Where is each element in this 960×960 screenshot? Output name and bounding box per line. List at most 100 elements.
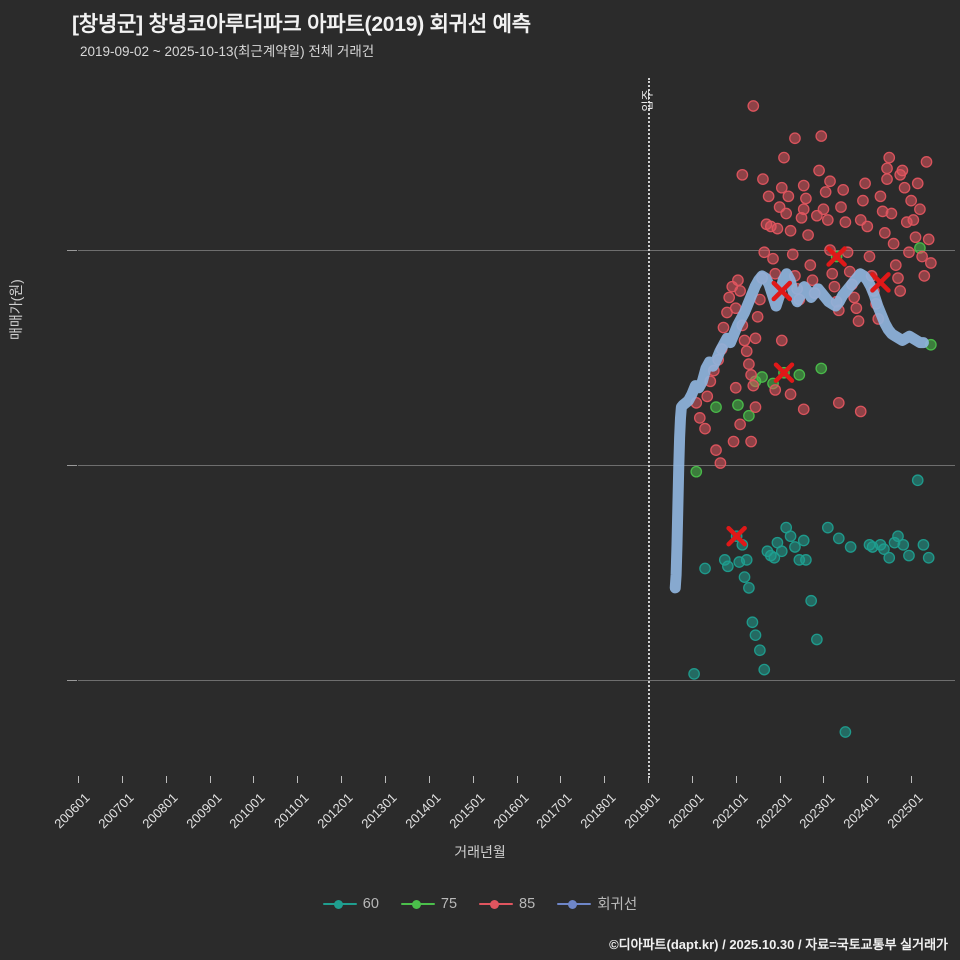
legend-swatch-icon	[400, 898, 435, 910]
scatter-point	[769, 267, 782, 280]
scatter-point	[732, 399, 744, 411]
scatter-point	[863, 250, 876, 263]
scatter-point	[745, 435, 757, 448]
legend-item-회귀선[interactable]: 회귀선	[557, 893, 637, 914]
scatter-point	[793, 369, 806, 381]
scatter-point	[883, 151, 896, 164]
x-tick-mark	[472, 776, 474, 783]
scatter-series-75	[690, 242, 937, 478]
scatter-point	[771, 536, 784, 549]
scatter-point	[717, 321, 730, 334]
scatter-point	[793, 293, 806, 306]
scatter-point	[854, 405, 867, 418]
scatter-point	[758, 663, 771, 676]
x-tick-mark	[867, 776, 869, 783]
x-tick-mark	[209, 776, 211, 783]
scatter-point	[887, 237, 900, 250]
scatter-point	[723, 291, 736, 304]
scatter-point	[743, 409, 755, 422]
scatter-point	[839, 726, 852, 738]
scatter-point	[859, 177, 871, 190]
legend-swatch-icon	[479, 898, 514, 910]
scatter-point	[883, 551, 896, 564]
scatter-point	[773, 201, 786, 213]
scatter-point	[843, 265, 856, 278]
x-tick-mark	[78, 776, 79, 783]
scatter-point	[826, 267, 839, 280]
scatter-point	[701, 390, 714, 403]
legend-label: 85	[519, 895, 536, 912]
scatter-point	[892, 530, 904, 543]
scatter-point	[718, 554, 731, 566]
legend-label: 회귀선	[597, 897, 638, 913]
legend-item-75[interactable]: 75	[400, 896, 457, 912]
scatter-point	[757, 173, 769, 185]
scatter-point	[868, 285, 880, 297]
y-tick-mark	[67, 465, 77, 467]
x-tick-mark	[779, 776, 781, 783]
scatter-point	[782, 190, 795, 203]
scatter-point	[922, 233, 935, 246]
scatter-point	[729, 302, 742, 315]
scatter-point	[870, 298, 882, 310]
scatter-point	[839, 216, 852, 228]
scatter-point	[903, 246, 915, 259]
scatter-point	[903, 549, 915, 562]
scatter-point	[793, 554, 806, 566]
x-tick-mark	[165, 776, 167, 783]
legend-item-85[interactable]: 85	[479, 896, 535, 912]
scatter-point	[850, 302, 863, 315]
scatter-point	[789, 270, 801, 282]
scatter-point	[806, 274, 819, 287]
scatter-point	[817, 203, 830, 216]
scatter-point	[917, 538, 930, 551]
scatter-point	[690, 396, 703, 409]
scatter-point	[894, 285, 907, 297]
scatter-point	[837, 184, 850, 196]
x-tick-mark	[823, 776, 825, 783]
scatter-point	[846, 278, 858, 291]
scatter-point	[897, 538, 910, 551]
move-in-label: 입주	[640, 89, 655, 112]
scatter-point	[876, 205, 889, 218]
scatter-point	[784, 388, 797, 401]
scatter-point	[704, 375, 717, 388]
scatter-point	[854, 214, 867, 226]
scatter-point	[841, 246, 854, 259]
scatter-point	[925, 257, 937, 269]
scatter-point	[693, 412, 706, 424]
scatter-point	[828, 280, 841, 293]
scatter-point	[863, 538, 876, 551]
scatter-point	[802, 229, 814, 241]
scatter-point	[905, 194, 918, 207]
scatter-point	[830, 250, 843, 263]
scatter-point	[769, 384, 782, 396]
x-tick-mark	[384, 776, 386, 783]
x-tick-mark	[911, 776, 913, 783]
scatter-point	[726, 280, 739, 293]
scatter-point	[832, 532, 845, 545]
scatter-point	[688, 668, 700, 680]
scatter-point	[732, 274, 744, 287]
scatter-point	[754, 293, 766, 306]
scatter-point	[707, 364, 720, 377]
footer-credit: ©디아파트(dapt.kr) / 2025.10.30 / 자료=국토교통부 실…	[609, 937, 948, 952]
scatter-point	[800, 192, 812, 205]
scatter-point	[911, 177, 924, 190]
scatter-point	[699, 562, 711, 575]
scatter-point	[789, 541, 801, 553]
scatter-point	[922, 551, 935, 564]
y-gridline	[78, 465, 955, 467]
legend-swatch-icon	[322, 898, 357, 910]
scatter-point	[767, 252, 779, 265]
scatter-point	[751, 310, 764, 323]
y-gridline	[78, 250, 955, 252]
scatter-point	[738, 334, 751, 347]
scatter-point	[754, 644, 766, 657]
scatter-point	[762, 190, 775, 203]
scatter-point	[811, 633, 823, 646]
scatter-point	[734, 418, 746, 431]
legend-item-60[interactable]: 60	[322, 896, 379, 912]
x-tick-mark	[121, 776, 123, 783]
